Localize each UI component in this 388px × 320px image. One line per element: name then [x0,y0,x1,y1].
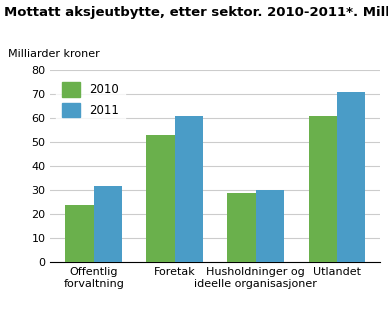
Legend: 2010, 2011: 2010, 2011 [56,76,125,123]
Bar [256,190,284,262]
Bar [227,193,256,262]
Text: Milliarder kroner: Milliarder kroner [8,49,99,59]
Bar [175,116,203,262]
Bar [146,135,175,262]
Text: Mottatt aksjeutbytte, etter sektor. 2010-2011*. Milliarder kroner: Mottatt aksjeutbytte, etter sektor. 2010… [4,6,388,20]
Bar [66,205,94,262]
Bar [308,116,337,262]
Bar [94,186,122,262]
Bar [337,92,365,262]
